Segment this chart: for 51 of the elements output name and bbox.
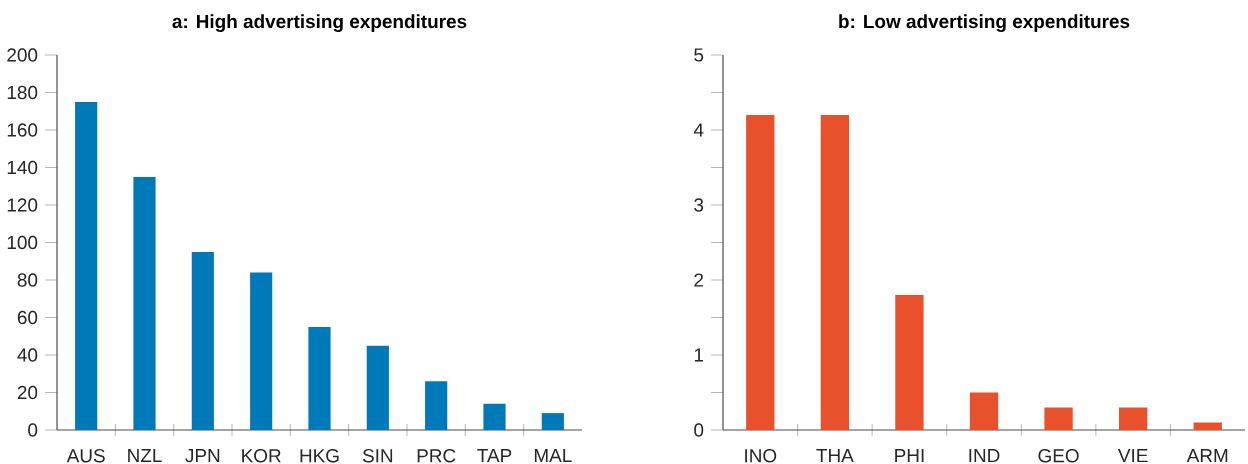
- x-tick-label: VIE: [1117, 449, 1148, 463]
- y-tick-label: 0: [28, 423, 38, 437]
- bar: [308, 326, 331, 430]
- bar: [969, 392, 999, 430]
- x-tick-label: INO: [745, 449, 777, 463]
- y-tick-label: 180: [7, 85, 38, 100]
- x-tick-label: TAP: [477, 449, 512, 463]
- x-tick-label: IND: [969, 449, 1000, 463]
- x-tick-label: HKG: [300, 449, 339, 463]
- x-tick-label: KOR: [242, 449, 281, 463]
- bar: [191, 251, 214, 430]
- y-tick-label: 80: [17, 273, 38, 287]
- y-tick-label: 120: [7, 198, 38, 212]
- y-tick-label: 140: [7, 160, 38, 175]
- x-tick-label: NZL: [128, 449, 162, 463]
- bar: [483, 403, 506, 430]
- x-tick-label: PRC: [417, 449, 456, 463]
- y-tick-label: 1: [694, 348, 704, 362]
- y-tick-label: 2: [694, 273, 704, 287]
- bar: [425, 381, 448, 430]
- x-tick-label: PHI: [895, 449, 924, 463]
- x-tick-label: AUS: [66, 449, 105, 463]
- bar: [1118, 407, 1148, 430]
- chart-title: a: High advertising expenditures: [172, 14, 467, 32]
- x-tick-label: GEO: [1038, 449, 1079, 463]
- y-tick-label: 3: [694, 198, 704, 212]
- bar: [133, 176, 156, 430]
- x-tick-label: THA: [816, 449, 854, 463]
- bar: [1193, 422, 1222, 430]
- bar: [75, 101, 98, 430]
- bar: [366, 345, 389, 430]
- x-tick-label: ARM: [1186, 449, 1228, 463]
- x-tick-label: MAL: [534, 449, 572, 463]
- bar: [1044, 407, 1073, 430]
- y-tick-label: 200: [7, 48, 38, 62]
- y-tick-label: 20: [17, 385, 38, 400]
- y-tick-label: 4: [693, 123, 704, 137]
- x-tick-label: JPN: [185, 449, 220, 463]
- y-tick-label: 40: [17, 348, 38, 362]
- y-tick-label: 160: [7, 123, 38, 137]
- bar: [746, 115, 775, 430]
- y-tick-label: 0: [694, 423, 704, 437]
- bar: [250, 272, 273, 430]
- y-tick-label: 100: [7, 235, 38, 250]
- y-tick-label: 5: [694, 48, 704, 62]
- x-tick-label: SIN: [362, 449, 393, 463]
- y-tick-label: 60: [17, 310, 38, 325]
- bar: [895, 295, 924, 430]
- bar: [820, 115, 850, 430]
- bar: [541, 413, 564, 430]
- chart-title: b: Low advertising expenditures: [839, 14, 1130, 32]
